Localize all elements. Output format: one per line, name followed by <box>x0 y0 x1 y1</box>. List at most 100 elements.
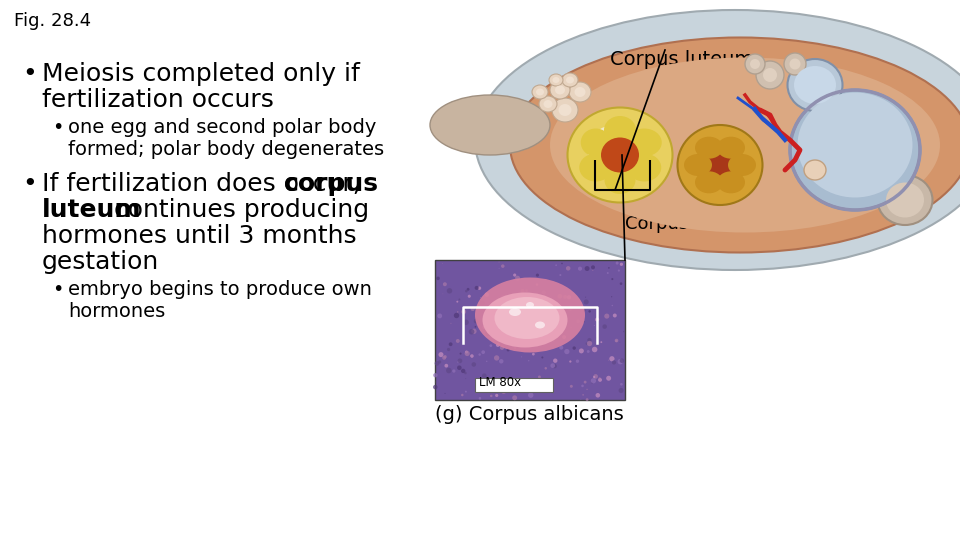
Circle shape <box>506 340 510 343</box>
Circle shape <box>490 395 492 397</box>
Circle shape <box>623 331 625 332</box>
Circle shape <box>515 339 520 344</box>
Ellipse shape <box>550 57 940 233</box>
Circle shape <box>594 325 595 326</box>
Ellipse shape <box>475 10 960 270</box>
Circle shape <box>509 392 510 393</box>
Circle shape <box>612 360 616 364</box>
Circle shape <box>470 354 473 358</box>
Ellipse shape <box>543 100 553 108</box>
Circle shape <box>493 319 496 321</box>
Ellipse shape <box>790 90 920 210</box>
Ellipse shape <box>532 85 548 99</box>
Ellipse shape <box>794 66 836 104</box>
Circle shape <box>606 376 612 381</box>
Circle shape <box>514 334 516 336</box>
Circle shape <box>473 319 479 323</box>
Circle shape <box>536 284 539 286</box>
Ellipse shape <box>684 154 712 176</box>
Text: Corpus luteum: Corpus luteum <box>610 50 754 69</box>
Circle shape <box>536 339 540 343</box>
Circle shape <box>615 261 618 265</box>
Circle shape <box>750 59 760 69</box>
Circle shape <box>448 342 452 346</box>
Circle shape <box>507 348 510 352</box>
Circle shape <box>520 289 524 293</box>
Ellipse shape <box>536 89 544 96</box>
Circle shape <box>607 272 609 274</box>
Text: formed; polar body degenerates: formed; polar body degenerates <box>68 140 384 159</box>
Ellipse shape <box>605 166 636 194</box>
Circle shape <box>444 364 448 368</box>
Circle shape <box>588 310 591 313</box>
Ellipse shape <box>550 81 570 99</box>
Circle shape <box>487 332 491 336</box>
Circle shape <box>598 378 602 382</box>
Circle shape <box>563 335 566 339</box>
Circle shape <box>474 326 476 328</box>
Circle shape <box>745 54 765 74</box>
Circle shape <box>433 385 438 389</box>
Circle shape <box>438 360 442 363</box>
Circle shape <box>610 356 614 361</box>
Circle shape <box>591 265 595 269</box>
Text: Fig. 28.4: Fig. 28.4 <box>14 12 91 30</box>
Ellipse shape <box>877 175 932 225</box>
Circle shape <box>599 377 601 380</box>
Circle shape <box>620 383 623 386</box>
Circle shape <box>584 299 588 305</box>
Circle shape <box>471 329 476 334</box>
Circle shape <box>500 295 506 300</box>
Circle shape <box>462 309 467 314</box>
Text: luteum: luteum <box>42 198 142 222</box>
Ellipse shape <box>717 137 745 159</box>
Circle shape <box>460 353 462 355</box>
Circle shape <box>763 68 777 82</box>
Ellipse shape <box>430 95 550 155</box>
Circle shape <box>482 373 487 378</box>
Circle shape <box>590 378 596 383</box>
Circle shape <box>560 274 562 276</box>
Circle shape <box>464 320 468 325</box>
Ellipse shape <box>588 125 642 175</box>
Circle shape <box>579 348 584 353</box>
FancyBboxPatch shape <box>475 378 553 392</box>
Circle shape <box>499 359 503 363</box>
Text: (g) Corpus albicans: (g) Corpus albicans <box>435 405 624 424</box>
Circle shape <box>438 314 443 319</box>
Circle shape <box>443 282 446 286</box>
Ellipse shape <box>549 74 563 86</box>
Ellipse shape <box>627 129 661 157</box>
Circle shape <box>528 360 529 361</box>
Circle shape <box>604 314 610 319</box>
Circle shape <box>465 290 468 293</box>
Circle shape <box>536 274 539 276</box>
Circle shape <box>521 356 522 357</box>
Text: corpus: corpus <box>284 172 379 196</box>
Circle shape <box>465 350 468 354</box>
Circle shape <box>499 305 505 310</box>
Ellipse shape <box>562 73 578 87</box>
Circle shape <box>583 321 585 322</box>
Circle shape <box>593 374 598 379</box>
Ellipse shape <box>695 141 745 189</box>
Circle shape <box>620 282 622 285</box>
Ellipse shape <box>604 116 636 144</box>
Circle shape <box>494 355 499 361</box>
Circle shape <box>570 385 573 388</box>
Text: •: • <box>22 62 36 86</box>
Circle shape <box>576 320 580 323</box>
Ellipse shape <box>569 82 591 102</box>
Circle shape <box>566 266 570 271</box>
Ellipse shape <box>535 321 545 328</box>
Text: fertilization occurs: fertilization occurs <box>42 88 274 112</box>
Circle shape <box>444 355 446 359</box>
Circle shape <box>618 388 624 393</box>
Circle shape <box>587 350 589 353</box>
Ellipse shape <box>475 278 585 353</box>
Ellipse shape <box>494 297 560 339</box>
Ellipse shape <box>627 153 661 181</box>
Circle shape <box>502 382 507 387</box>
Circle shape <box>501 265 505 268</box>
Ellipse shape <box>574 87 586 97</box>
